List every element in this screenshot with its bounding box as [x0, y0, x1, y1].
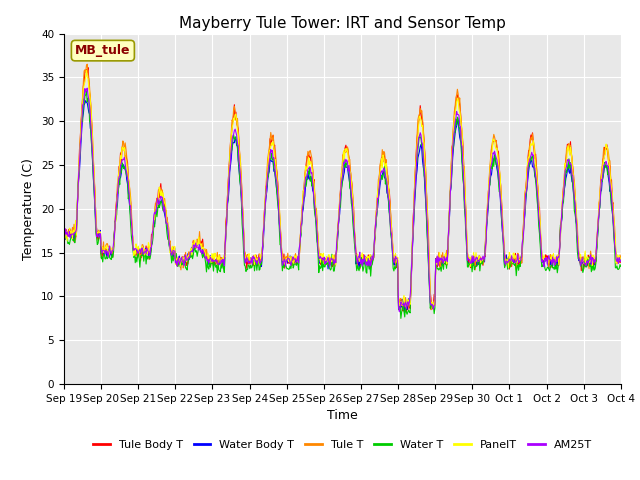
Title: Mayberry Tule Tower: IRT and Sensor Temp: Mayberry Tule Tower: IRT and Sensor Temp — [179, 16, 506, 31]
Y-axis label: Temperature (C): Temperature (C) — [22, 158, 35, 260]
Text: MB_tule: MB_tule — [75, 44, 131, 57]
Legend: Tule Body T, Water Body T, Tule T, Water T, PanelT, AM25T: Tule Body T, Water Body T, Tule T, Water… — [89, 435, 596, 454]
X-axis label: Time: Time — [327, 409, 358, 422]
